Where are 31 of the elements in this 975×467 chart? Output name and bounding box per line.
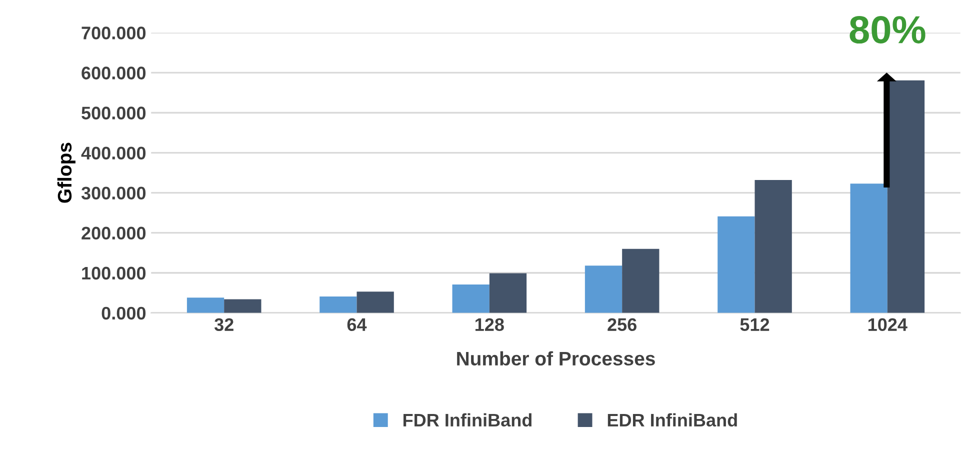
bar	[356, 292, 394, 313]
x-axis-title: Number of Processes	[457, 351, 655, 366]
y-axis-title: Gflops	[57, 142, 76, 203]
x-tick-label: 256	[608, 318, 636, 332]
y-tick-label: 200.000	[82, 226, 146, 240]
y-tick-label: 600.000	[82, 66, 146, 80]
legend-label: FDR InfiniBand	[404, 413, 532, 427]
annotation: 80%	[850, 16, 926, 44]
x-tick-label: 32	[214, 318, 234, 332]
bar	[850, 184, 888, 313]
legend-label: EDR InfiniBand	[608, 413, 737, 427]
bar	[452, 284, 490, 313]
y-tick-label: 500.000	[82, 106, 146, 120]
x-tick-label: 64	[347, 318, 367, 332]
x-tick-label: 128	[475, 318, 504, 332]
y-tick-label: 700.000	[82, 26, 146, 40]
bar	[718, 216, 755, 313]
x-tick-label: 1024	[868, 318, 908, 332]
y-tick-label: 400.000	[81, 146, 146, 160]
bar	[320, 296, 357, 313]
bar	[754, 180, 792, 313]
y-tick-label: 100.000	[82, 266, 146, 280]
bar	[622, 248, 660, 313]
y-tick-label: 0.000	[102, 306, 146, 320]
bar	[186, 298, 224, 313]
bar	[489, 273, 527, 313]
bar	[584, 266, 622, 313]
x-tick-label: 512	[740, 318, 770, 332]
bar	[224, 299, 262, 313]
bar	[887, 80, 925, 313]
y-tick-label: 300.000	[81, 186, 146, 200]
